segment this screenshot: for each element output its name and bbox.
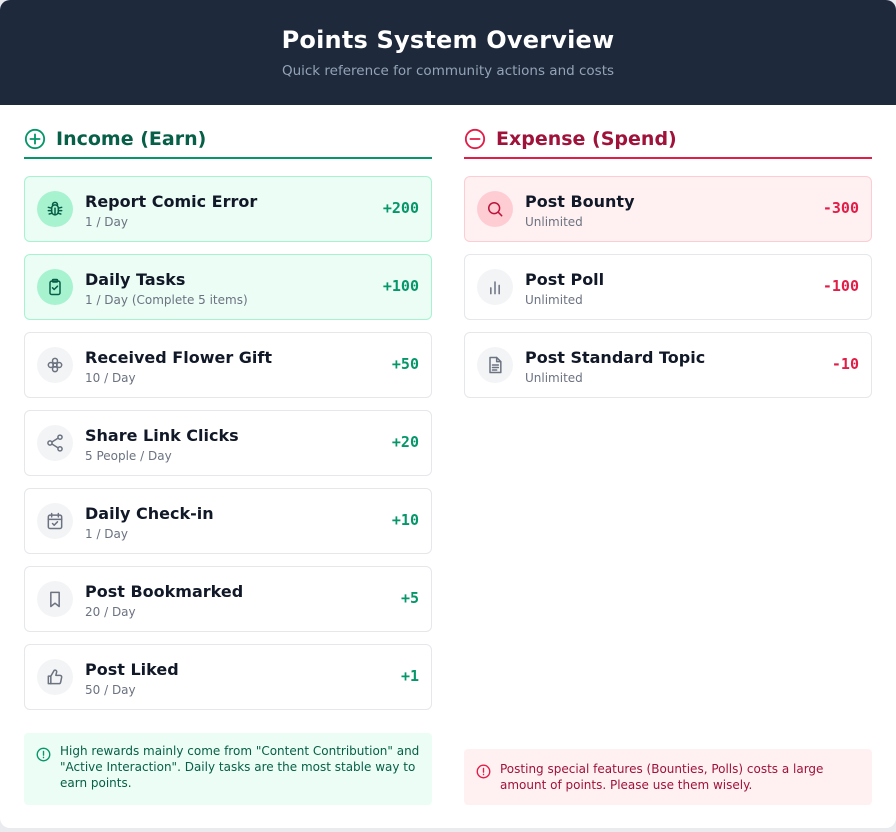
page-header: Points System Overview Quick reference f… [0, 0, 896, 105]
item-limit: 10 / Day [85, 371, 136, 385]
page-subtitle: Quick reference for community actions an… [281, 63, 615, 79]
expense-warning-text: Posting special features (Bounties, Poll… [500, 762, 824, 792]
item-points: +10 [391, 511, 419, 529]
item-points: +5 [400, 589, 419, 607]
item-title: Report Comic Error [85, 192, 258, 211]
bookmark-icon [37, 581, 73, 617]
alert-icon [476, 764, 492, 780]
document-icon [477, 347, 513, 383]
calendar-check-icon [37, 503, 73, 539]
bar-chart-icon [477, 269, 513, 305]
income-header: Income (Earn) [24, 127, 432, 159]
income-list: Report Comic Error 1 / Day +200 Daily Tasks… [24, 176, 432, 710]
item-title: Share Link Clicks [85, 426, 239, 445]
bug-icon [37, 191, 73, 227]
item-points: -10 [831, 355, 859, 373]
expense-item-post-poll: Post Poll Unlimited -100 [464, 254, 872, 320]
expense-item-post-bounty: Post Bounty Unlimited -300 [464, 176, 872, 242]
income-item-post-bookmarked: Post Bookmarked 20 / Day +5 [24, 566, 432, 632]
income-item-daily-tasks: Daily Tasks 1 / Day (Complete 5 items) +10… [24, 254, 432, 320]
search-icon [477, 191, 513, 227]
item-limit: Unlimited [525, 371, 583, 385]
plus-circle-icon [24, 128, 46, 150]
item-limit: 5 People / Day [85, 449, 172, 463]
expense-header: Expense (Spend) [464, 127, 872, 159]
item-limit: Unlimited [525, 215, 583, 229]
item-limit: 1 / Day [85, 215, 129, 229]
item-points: +100 [382, 277, 419, 295]
income-item-report-comic-error: Report Comic Error 1 / Day +200 [24, 176, 432, 242]
item-title: Post Poll [525, 270, 605, 289]
item-limit: Unlimited [525, 293, 583, 307]
item-limit: 1 / Day [85, 527, 129, 541]
item-limit: 20 / Day [85, 605, 136, 619]
item-title: Post Bounty [525, 192, 635, 211]
item-title: Post Bookmarked [85, 582, 244, 601]
income-title: Income (Earn) [56, 128, 207, 150]
income-item-received-flower-gift: Received Flower Gift 10 / Day +50 [24, 332, 432, 398]
item-points: +50 [391, 355, 419, 373]
expense-warning-note: Posting special features (Bounties, Poll… [464, 749, 872, 805]
income-column: Income (Earn) Report Comic Error 1 / Day +… [24, 127, 432, 722]
income-tip-text: High rewards mainly come from "Content C… [60, 744, 420, 790]
item-limit: 50 / Day [85, 683, 136, 697]
item-points: -300 [822, 199, 859, 217]
income-item-post-liked: Post Liked 50 / Day +1 [24, 644, 432, 710]
item-points: +1 [400, 667, 419, 685]
expense-column: Expense (Spend) Post Bounty Unlimited -300… [464, 127, 872, 410]
income-item-share-link-clicks: Share Link Clicks 5 People / Day +20 [24, 410, 432, 476]
item-points: +20 [391, 433, 419, 451]
item-limit: 1 / Day (Complete 5 items) [85, 293, 248, 307]
thumbs-up-icon [37, 659, 73, 695]
expense-title: Expense (Spend) [496, 128, 677, 150]
item-title: Received Flower Gift [85, 348, 273, 367]
income-tip-note: High rewards mainly come from "Content C… [24, 733, 432, 805]
income-item-daily-check-in: Daily Check-in 1 / Day +10 [24, 488, 432, 554]
clipboard-check-icon [37, 269, 73, 305]
page-title: Points System Overview [281, 26, 615, 54]
item-title: Daily Check-in [85, 504, 214, 523]
item-points: +200 [382, 199, 419, 217]
item-title: Post Liked [85, 660, 179, 679]
expense-list: Post Bounty Unlimited -300 Post Poll Unlimit… [464, 176, 872, 398]
info-icon [36, 747, 52, 763]
item-title: Daily Tasks [85, 270, 186, 289]
share-icon [37, 425, 73, 461]
item-points: -100 [822, 277, 859, 295]
flower-icon [37, 347, 73, 383]
expense-item-post-standard-topic: Post Standard Topic Unlimited -10 [464, 332, 872, 398]
item-title: Post Standard Topic [525, 348, 706, 367]
minus-circle-icon [464, 128, 486, 150]
